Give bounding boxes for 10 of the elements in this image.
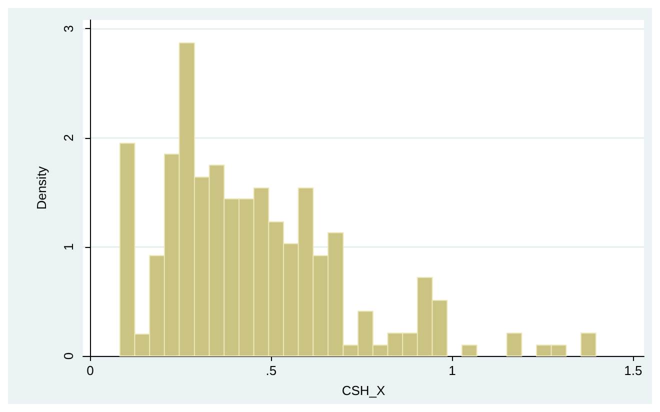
y-tick-label: 2 <box>61 134 76 142</box>
y-tick-label: 0 <box>61 352 76 360</box>
x-tick-label: 0 <box>86 363 94 378</box>
y-tick-label: 3 <box>61 25 76 32</box>
y-axis-title: Density <box>34 166 49 210</box>
x-axis-title: CSH_X <box>342 383 386 398</box>
x-tick-label: 1 <box>448 363 456 378</box>
x-tick-label: .5 <box>266 363 277 378</box>
y-tick-label: 1 <box>61 243 76 251</box>
x-tick-label: 1.5 <box>624 363 642 378</box>
